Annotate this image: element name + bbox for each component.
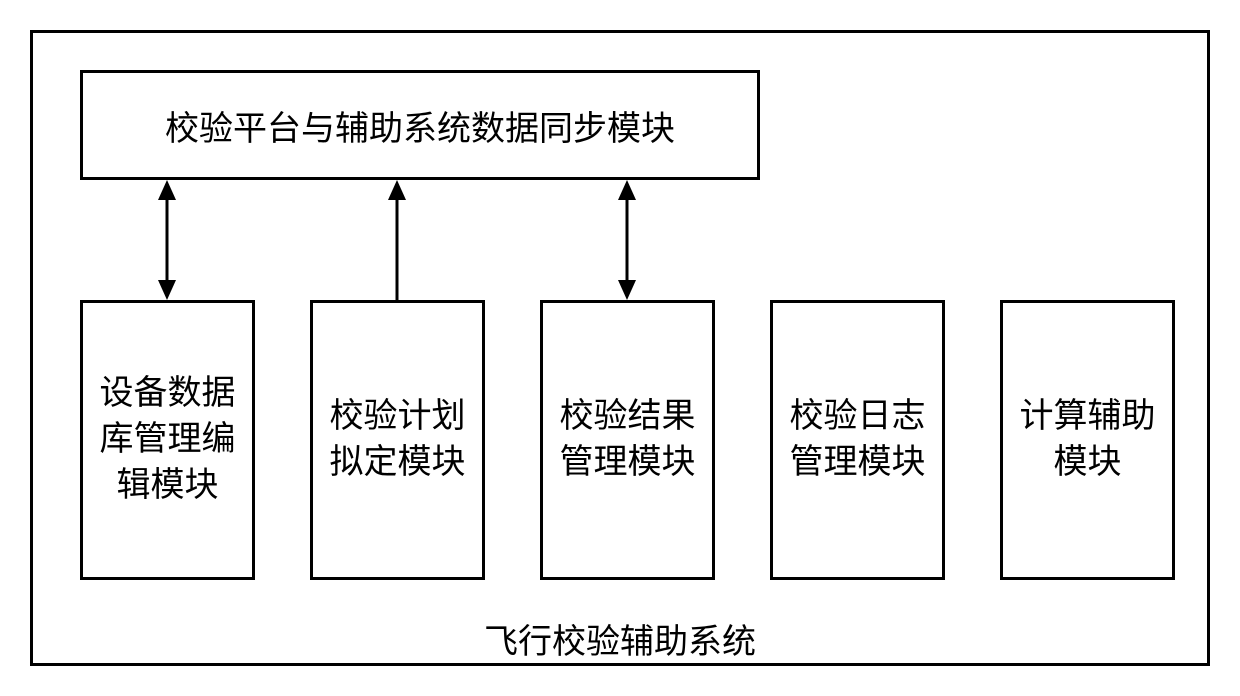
module-label-1: 校验计划拟定模块 <box>326 394 470 486</box>
module-box-3: 校验日志管理模块 <box>770 300 945 580</box>
module-box-0: 设备数据库管理编辑模块 <box>80 300 255 580</box>
module-label-2: 校验结果管理模块 <box>556 394 700 486</box>
module-box-4: 计算辅助模块 <box>1000 300 1175 580</box>
module-label-0: 设备数据库管理编辑模块 <box>96 371 240 509</box>
sync-module-box: 校验平台与辅助系统数据同步模块 <box>80 70 760 180</box>
sync-module-label: 校验平台与辅助系统数据同步模块 <box>165 101 675 150</box>
module-label-4: 计算辅助模块 <box>1016 394 1160 486</box>
module-label-3: 校验日志管理模块 <box>786 394 930 486</box>
module-box-1: 校验计划拟定模块 <box>310 300 485 580</box>
system-title: 飞行校验辅助系统 <box>470 614 770 663</box>
module-box-2: 校验结果管理模块 <box>540 300 715 580</box>
